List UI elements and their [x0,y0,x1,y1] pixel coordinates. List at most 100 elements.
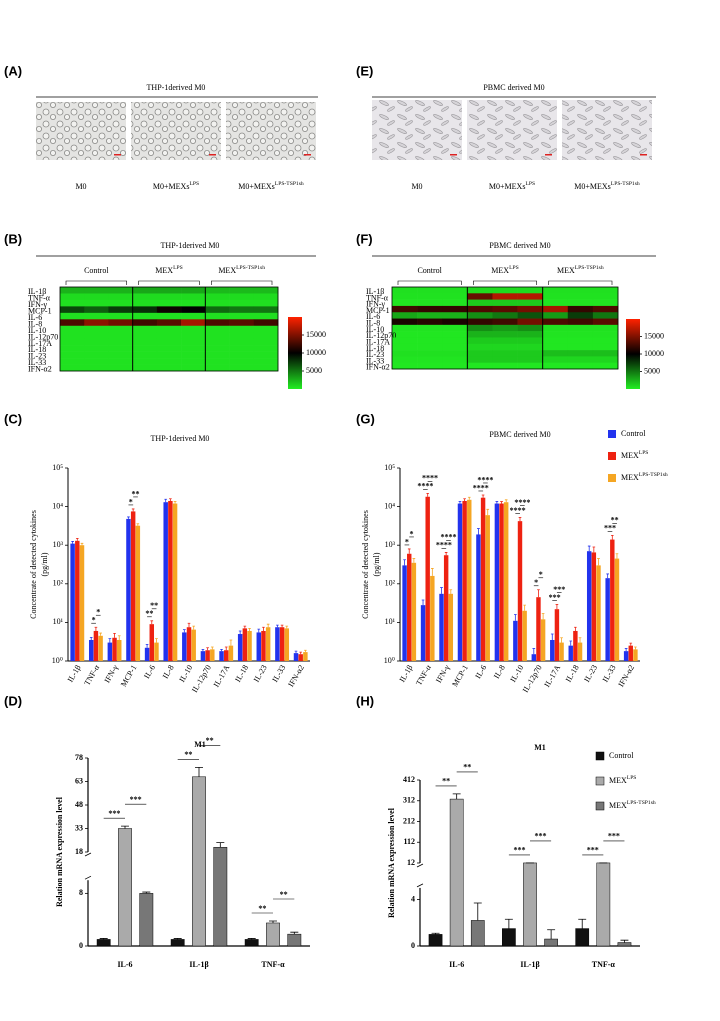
error-bar [620,939,629,943]
heat-cell [205,351,230,359]
significance-label: ** [131,489,139,498]
legend-label-sup: LPS [639,450,649,456]
bar [293,653,299,661]
error-bar [523,604,526,611]
heat-cell [492,350,518,357]
heat-cell [392,350,418,357]
legend-label-text: MEX [621,473,639,482]
heat-cell [108,338,133,346]
bar [411,562,417,661]
error-bar [192,625,196,630]
x-tick-label: IL-18 [564,663,581,683]
heat-cell [517,312,543,319]
x-tick-label: IFN-α2 [286,663,306,688]
heat-cell [60,358,85,365]
legend-label: MEXLPS [621,450,648,460]
error-bar [624,648,628,652]
x-tick-label: MCP-1 [119,663,139,688]
colorbar-label: 10000 [306,348,326,357]
heat-cell [567,312,594,319]
heat-cell [417,287,443,294]
x-tick-label: IL-1β [398,663,415,683]
heat-cell [132,338,158,346]
heat-cell [392,312,418,319]
y-tick-label: 63 [75,776,83,785]
heat-cell [517,350,543,357]
heat-cell [467,287,493,294]
heat-cell [84,332,109,339]
y-tick-label: 312 [403,796,415,805]
heat-cell [229,306,255,314]
heat-cell [253,299,279,307]
legend-swatch [608,430,616,438]
y-tick-label: 10⁴ [52,501,63,510]
row-label: IL-8 [366,319,380,328]
heat-cell [181,293,206,301]
panel-title: THP-1derived M0 [147,83,206,92]
error-bar [514,614,517,621]
bar [256,632,262,661]
error-bar [504,918,513,929]
bar [284,628,290,661]
heat-cell [417,299,443,307]
heat-cell [542,331,569,338]
bar [298,654,303,661]
significance-label: **** [417,482,433,491]
image-caption: M0+MEXsLPS-TSP1sh [574,181,640,191]
row-label: IL-33 [28,358,46,367]
error-bar [555,604,559,610]
bar [130,511,136,661]
panel-label: (G) [356,411,375,426]
heat-cell [84,338,109,346]
heat-cell [229,351,255,359]
image-caption: M0 [75,182,86,191]
scale-bar [114,154,121,156]
bar [443,555,449,661]
bar [303,652,308,661]
legend-label: MEXLPS [609,775,636,785]
error-bar [560,637,563,643]
heat-cell [517,362,543,370]
heat-cell [181,319,206,327]
colorbar-label: 10000 [644,349,664,358]
chart-title: M1 [534,743,546,752]
significance-label: ** [150,601,158,610]
heat-cell [253,293,279,301]
bar [586,551,592,661]
heat-cell [442,305,468,313]
bar [531,654,537,661]
heat-cell [467,331,493,338]
heat-cell [592,324,619,332]
legend-swatch [595,751,605,761]
y-tick-label: 112 [403,837,415,846]
x-tick-label: IL-23 [252,663,269,683]
image-caption-sup: LPS [525,181,535,187]
heat-cell [205,364,230,372]
heat-cell [84,364,109,372]
significance-label: *** [549,593,561,602]
y-axis-label: (pg/ml) [372,552,381,576]
significance-label: * [539,570,543,579]
bar [568,645,573,661]
legend-swatch [608,474,616,482]
bar [75,540,80,661]
heat-cell [417,350,443,357]
row-label: IFN-γ [28,300,48,309]
bar [107,642,113,661]
significance-label: ** [145,609,153,618]
error-bar [294,650,298,654]
group-label-sup: LPS-TSP1sh [575,265,604,271]
y-tick-label: 10⁵ [52,463,63,472]
y-tick-label: 18 [75,847,83,856]
heat-cell [229,312,255,320]
colorbar-label: 5000 [306,366,322,375]
row-label: IL-17A [366,337,390,346]
x-tick-label: IL-10 [508,663,525,683]
group-label-text: Control [417,266,442,275]
heat-cell [492,324,518,332]
heat-cell [60,345,85,352]
x-tick-label: IL-17A [212,663,232,688]
heat-cell [132,332,158,339]
heat-cell [592,318,619,326]
heat-cell [84,293,109,301]
